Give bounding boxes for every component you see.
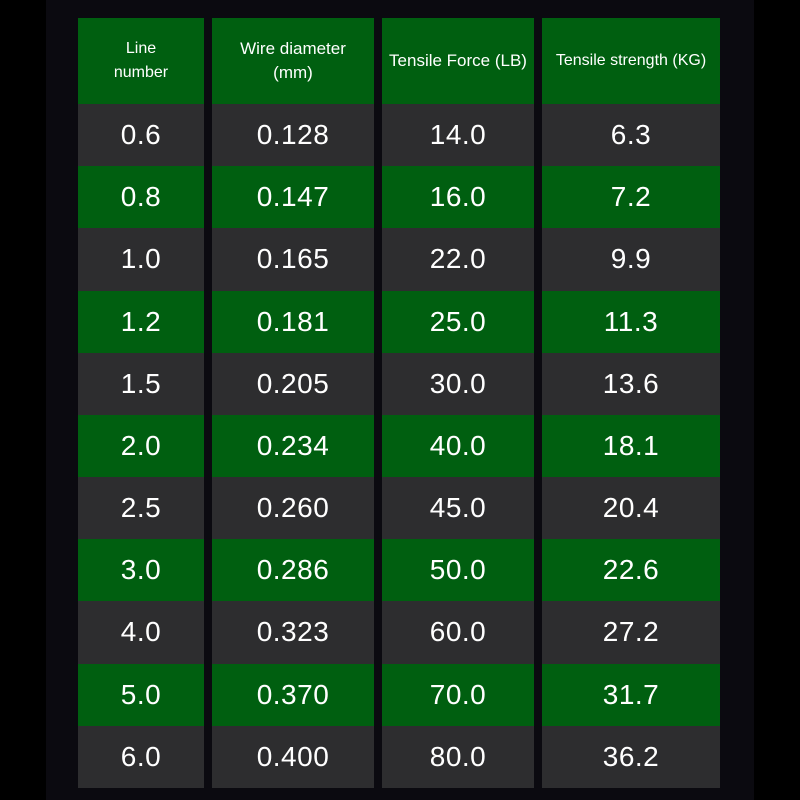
cell-tensile-strength: 18.1 (542, 414, 720, 478)
cell-tensile-force: 14.0 (382, 104, 534, 167)
cell-wire-diameter: 0.165 (212, 228, 374, 291)
cell-wire-diameter: 0.147 (212, 166, 374, 229)
cell-wire-diameter: 0.234 (212, 414, 374, 478)
cell-line-number: 1.5 (78, 352, 204, 415)
cell-line-number: 0.6 (78, 104, 204, 167)
cell-tensile-force: 70.0 (382, 663, 534, 726)
cell-line-number: 2.0 (78, 414, 204, 478)
left-margin (0, 0, 46, 800)
cell-line-number: 6.0 (78, 725, 204, 788)
cell-tensile-strength: 6.3 (542, 104, 720, 167)
cell-line-number: 0.8 (78, 166, 204, 229)
header-line-number: Line number (78, 18, 204, 104)
cell-wire-diameter: 0.205 (212, 352, 374, 415)
cell-tensile-force: 80.0 (382, 725, 534, 788)
header-tensile-strength: Tensile strength (KG) (542, 18, 720, 104)
cell-wire-diameter: 0.286 (212, 539, 374, 602)
cell-line-number: 1.2 (78, 290, 204, 353)
cell-tensile-force: 60.0 (382, 601, 534, 664)
cell-tensile-strength: 20.4 (542, 477, 720, 540)
cell-tensile-strength: 11.3 (542, 290, 720, 353)
cell-tensile-force: 40.0 (382, 414, 534, 478)
cell-tensile-strength: 22.6 (542, 539, 720, 602)
column-line-number: Line number 0.6 0.8 1.0 1.2 1.5 2.0 2.5 … (78, 18, 204, 788)
column-tensile-force: Tensile Force (LB) 14.0 16.0 22.0 25.0 3… (382, 18, 534, 788)
cell-line-number: 3.0 (78, 539, 204, 602)
header-wire-diameter: Wire diameter (mm) (212, 18, 374, 104)
cell-wire-diameter: 0.323 (212, 601, 374, 664)
cell-tensile-force: 45.0 (382, 477, 534, 540)
column-wire-diameter: Wire diameter (mm) 0.128 0.147 0.165 0.1… (212, 18, 374, 788)
cell-tensile-force: 25.0 (382, 290, 534, 353)
cell-tensile-strength: 27.2 (542, 601, 720, 664)
cell-tensile-strength: 7.2 (542, 166, 720, 229)
cell-tensile-strength: 31.7 (542, 663, 720, 726)
cell-wire-diameter: 0.260 (212, 477, 374, 540)
column-tensile-strength: Tensile strength (KG) 6.3 7.2 9.9 11.3 1… (542, 18, 720, 788)
cell-tensile-strength: 36.2 (542, 725, 720, 788)
cell-tensile-strength: 13.6 (542, 352, 720, 415)
header-tensile-force: Tensile Force (LB) (382, 18, 534, 104)
line-spec-table: Line number 0.6 0.8 1.0 1.2 1.5 2.0 2.5 … (78, 18, 720, 788)
cell-line-number: 5.0 (78, 663, 204, 726)
cell-wire-diameter: 0.400 (212, 725, 374, 788)
cell-wire-diameter: 0.128 (212, 104, 374, 167)
cell-line-number: 4.0 (78, 601, 204, 664)
cell-tensile-force: 22.0 (382, 228, 534, 291)
cell-tensile-force: 16.0 (382, 166, 534, 229)
cell-tensile-force: 50.0 (382, 539, 534, 602)
cell-tensile-strength: 9.9 (542, 228, 720, 291)
cell-tensile-force: 30.0 (382, 352, 534, 415)
cell-line-number: 1.0 (78, 228, 204, 291)
cell-line-number: 2.5 (78, 477, 204, 540)
cell-wire-diameter: 0.370 (212, 663, 374, 726)
cell-wire-diameter: 0.181 (212, 290, 374, 353)
right-margin (754, 0, 800, 800)
